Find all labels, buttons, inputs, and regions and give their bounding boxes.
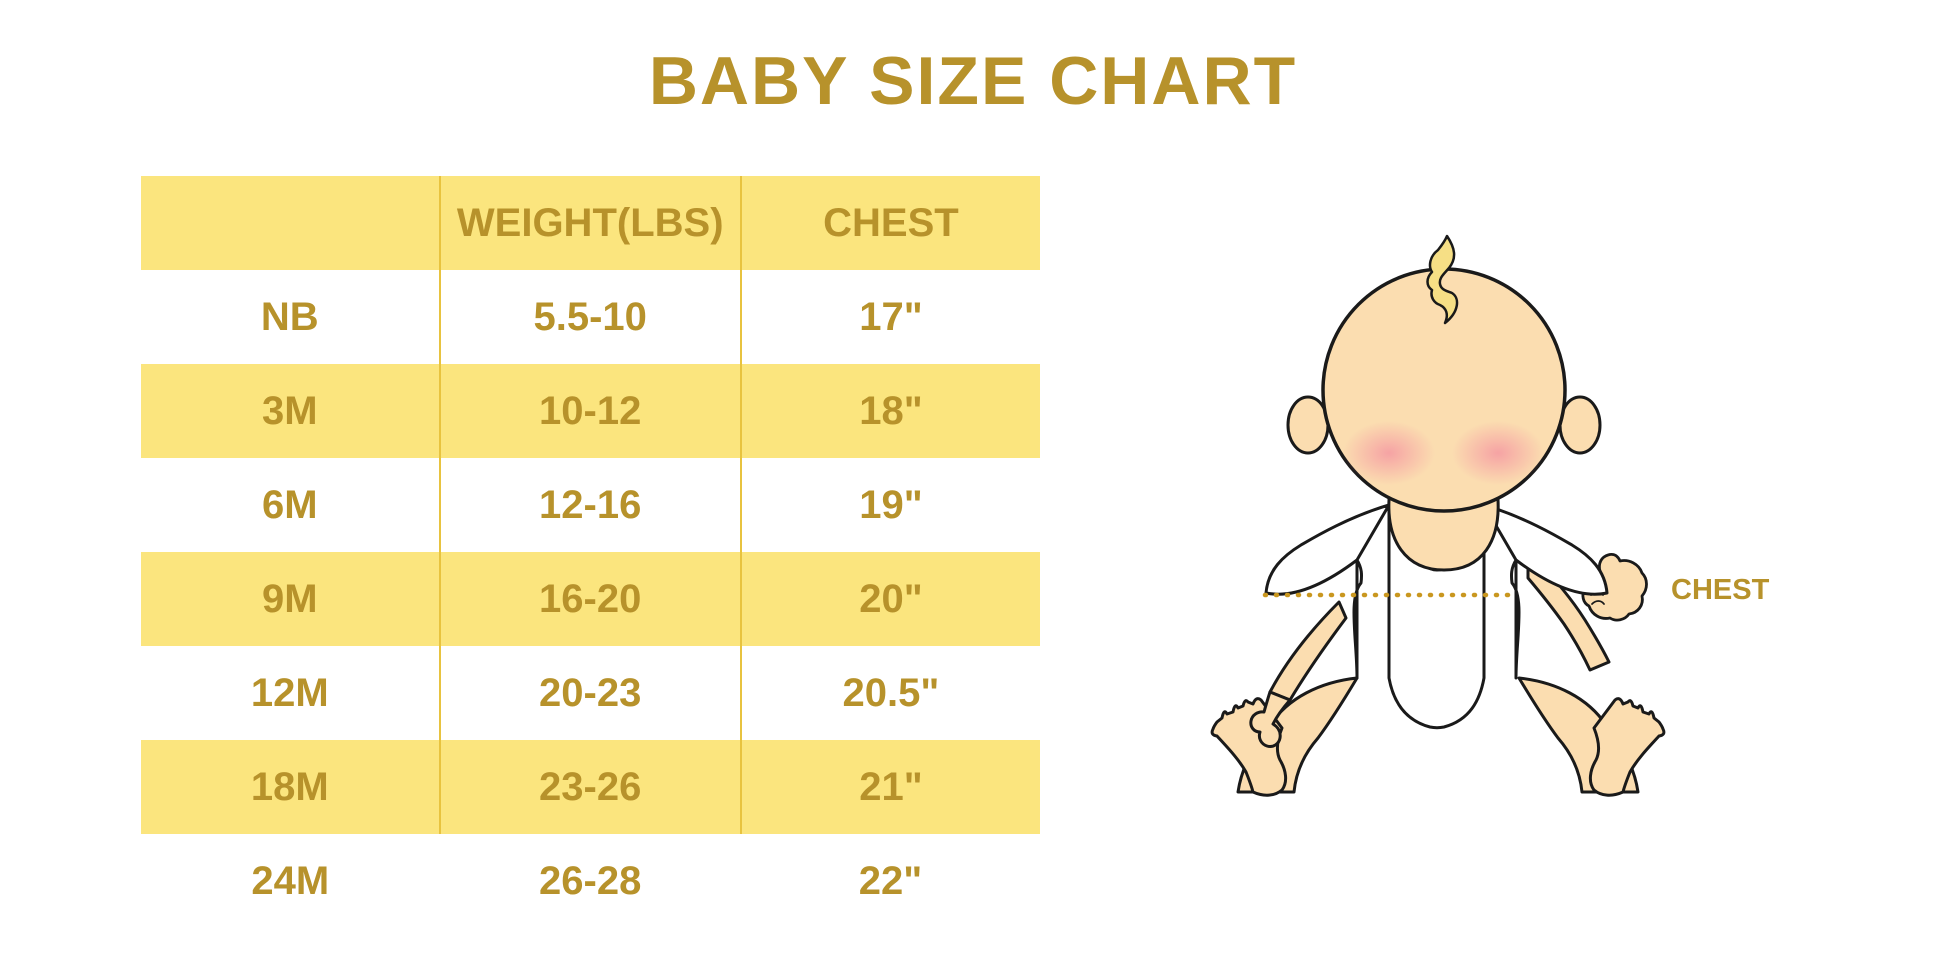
- svg-text:CHEST: CHEST: [1671, 574, 1770, 606]
